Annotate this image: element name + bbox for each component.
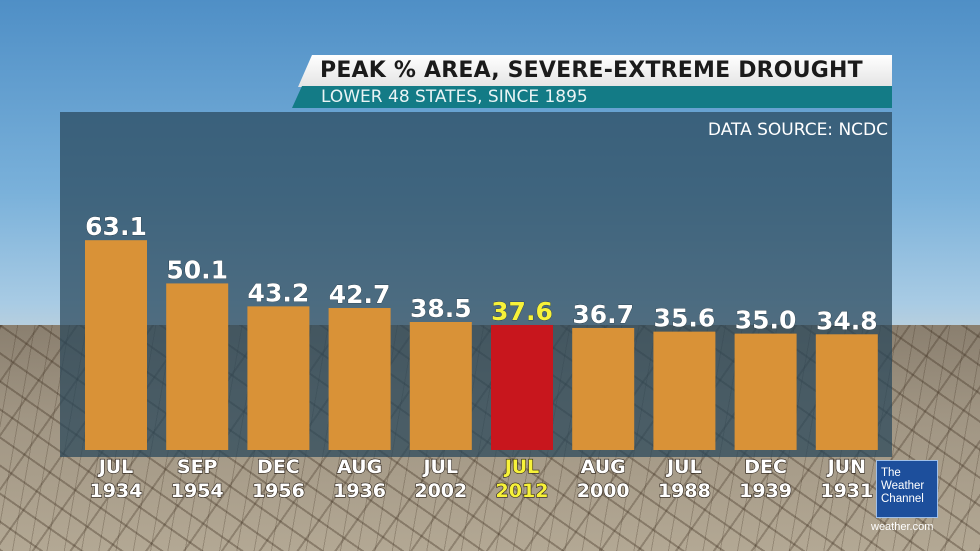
bar-value-label: 43.2: [248, 278, 310, 307]
x-tick-month: JUL: [665, 456, 702, 478]
x-tick-month: AUG: [581, 456, 626, 478]
bar: [653, 331, 716, 450]
logo-line-3: Channel: [881, 493, 924, 505]
x-tick-month: DEC: [744, 456, 787, 478]
x-tick-year: 2012: [496, 480, 549, 502]
brand-url: weather.com: [871, 521, 934, 533]
logo-line-2: Weather: [881, 480, 925, 492]
bar: [572, 327, 635, 450]
bar-highlight: [491, 324, 553, 450]
bar: [85, 240, 147, 450]
bar-value-label: 36.7: [572, 300, 634, 329]
bar: [328, 308, 391, 450]
x-tick-year: 1954: [171, 480, 224, 502]
x-tick-year: 1934: [90, 480, 143, 502]
x-tick-month: JUL: [97, 456, 134, 478]
x-tick-month: JUL: [421, 456, 458, 478]
subtitle-banner: [292, 86, 892, 108]
bar-value-label: 35.6: [654, 304, 716, 333]
bar-value-label: 50.1: [166, 255, 228, 284]
bar: [815, 334, 878, 450]
bar-value-label: 42.7: [329, 280, 391, 309]
chart-title: PEAK % AREA, SEVERE-EXTREME DROUGHT: [320, 58, 863, 83]
bar: [166, 283, 229, 450]
logo-line-1: The: [881, 467, 901, 479]
bar-value-label: 34.8: [816, 306, 878, 335]
x-tick-year: 1988: [658, 480, 711, 502]
x-tick-month: SEP: [177, 456, 218, 478]
x-tick-year: 1956: [252, 480, 305, 502]
bar-value-label: 37.6: [491, 297, 553, 326]
x-tick-month: JUN: [826, 456, 866, 478]
bar: [734, 333, 797, 450]
chart-subtitle: LOWER 48 STATES, SINCE 1895: [321, 87, 588, 107]
bar: [409, 321, 472, 450]
bar: [247, 306, 310, 450]
data-source-label: DATA SOURCE: NCDC: [707, 120, 888, 140]
x-tick-month: JUL: [503, 456, 540, 478]
x-tick-month: AUG: [337, 456, 382, 478]
x-tick-year: 2002: [414, 480, 467, 502]
x-tick-month: DEC: [257, 456, 300, 478]
bar-value-label: 38.5: [410, 294, 472, 323]
x-tick-year: 1939: [739, 480, 792, 502]
title-banner: [298, 55, 892, 87]
bar-value-label: 63.1: [85, 212, 147, 241]
x-tick-year: 1931: [820, 480, 873, 502]
bar-value-label: 35.0: [735, 306, 797, 335]
weather-channel-logo: The Weather Channel: [876, 460, 938, 518]
x-tick-year: 1936: [333, 480, 386, 502]
x-tick-year: 2000: [577, 480, 630, 502]
